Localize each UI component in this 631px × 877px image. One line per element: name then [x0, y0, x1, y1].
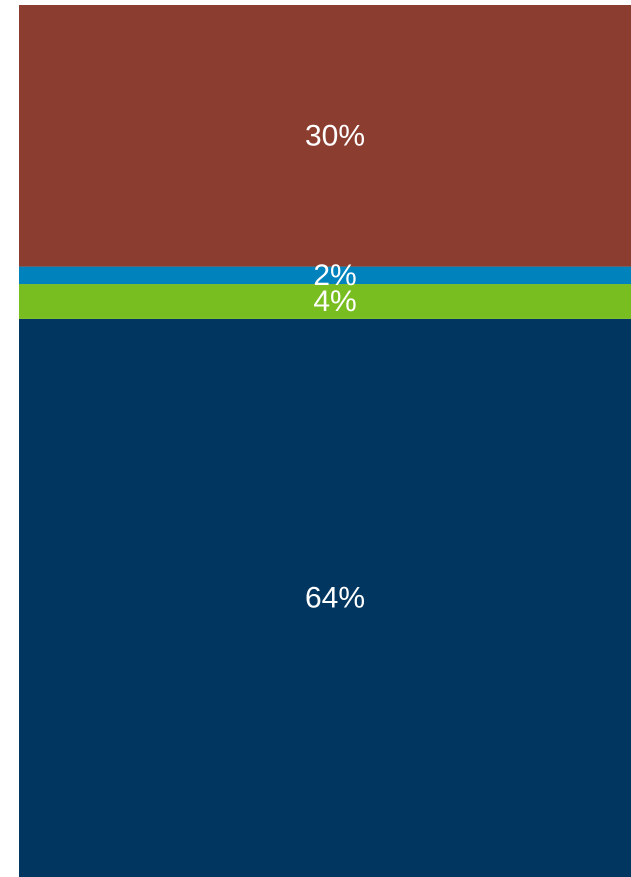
bar-segments [19, 5, 631, 877]
data-label-2: 2% [313, 259, 356, 292]
bar-segment-0 [19, 318, 631, 877]
bar-segment-3 [19, 5, 631, 267]
data-label-3: 30% [305, 119, 365, 152]
bar-segment-1 [19, 284, 631, 319]
data-label-1: 4% [313, 285, 356, 318]
data-label-0: 64% [305, 581, 365, 614]
bar-segment-2 [19, 266, 631, 285]
data-labels: 64% 4%2% 30% [305, 119, 365, 614]
